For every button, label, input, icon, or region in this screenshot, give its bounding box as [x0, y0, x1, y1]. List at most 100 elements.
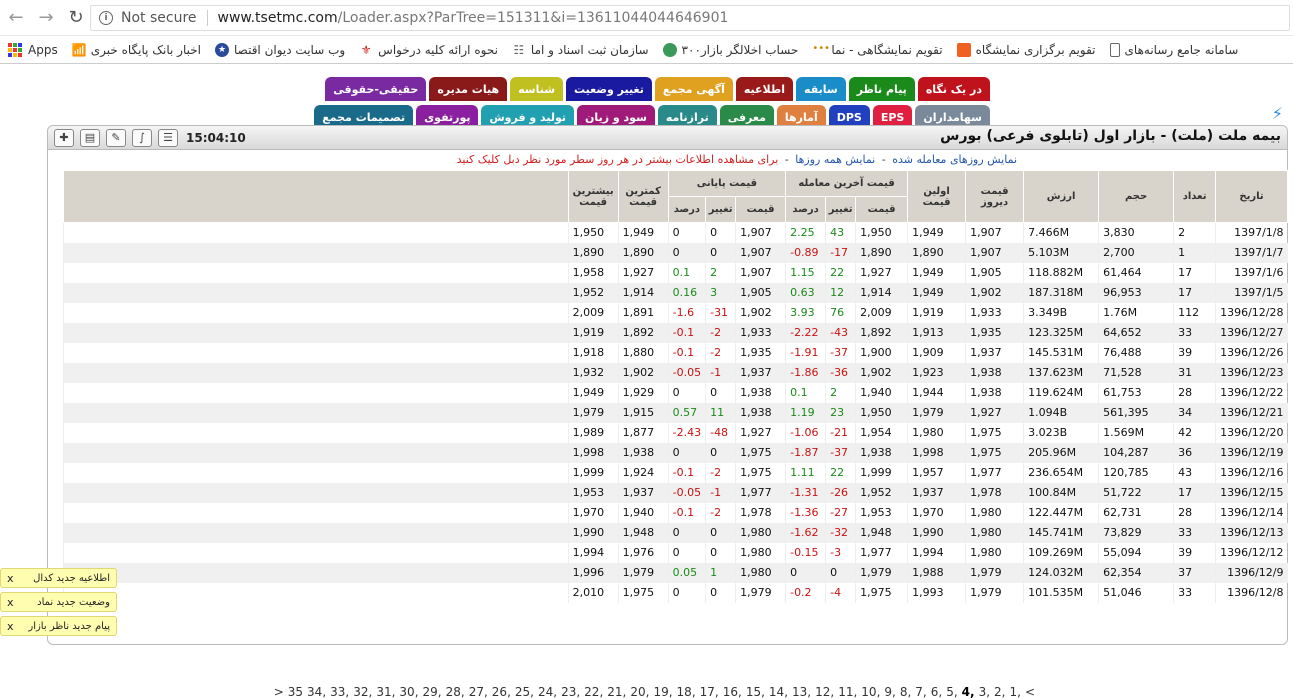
chart-icon[interactable]: ∫ — [132, 128, 152, 147]
pager-page[interactable]: 4, — [961, 685, 975, 699]
close-icon[interactable]: x — [7, 619, 14, 633]
pager-page[interactable]: 28, — [445, 685, 465, 699]
pager-page[interactable]: 26, — [491, 685, 511, 699]
tab-tabs_row1-3[interactable]: اطلاعیه — [735, 77, 794, 101]
apps-icon — [8, 42, 22, 57]
pager-page[interactable]: 16, — [722, 685, 742, 699]
table-row[interactable]: 1396/12/14 28 62,731 122.447M 1,980 1,970 1,95… — [63, 502, 1288, 523]
pager-page[interactable]: 21, — [607, 685, 627, 699]
bookmark-1[interactable]: 📶 اخبار بانک پایگاه خبری — [71, 42, 202, 57]
tab-tabs_row1-0[interactable]: در یک نگاه — [917, 77, 990, 101]
pager-page[interactable]: 12, — [815, 685, 835, 699]
table-row[interactable]: 1396/12/16 43 120,785 236.654M 1,977 1,957 1,9… — [63, 462, 1288, 483]
table-row[interactable]: 1397/1/6 17 61,464 118.882M 1,905 1,949 1,927 2… — [63, 262, 1288, 283]
pager-page[interactable]: 9, — [884, 685, 896, 699]
pager-page[interactable]: 32, — [353, 685, 373, 699]
table-row[interactable]: 1396/12/22 28 61,753 119.624M 1,938 1,944 1,94… — [63, 382, 1288, 403]
table-body: 1397/1/8 2 3,830 7.466M 1,907 1,949 1,950 43 2.2… — [63, 222, 1288, 603]
tab-tabs_row1-1[interactable]: پیام ناظر — [848, 77, 915, 101]
tab-tabs_row1-4[interactable]: آگهی مجمع — [654, 77, 733, 101]
tab-tabs_row1-7[interactable]: هیات مدیره — [429, 77, 508, 101]
pager-page[interactable]: 2, — [994, 685, 1006, 699]
document-icon[interactable]: ▤ — [80, 128, 100, 147]
notification-status[interactable]: x وضعیت جدید نماد — [0, 592, 117, 612]
show-all-days-link[interactable]: نمایش همه روزها — [795, 153, 876, 166]
table-row[interactable]: 1396/12/19 36 104,287 205.96M 1,975 1,998 1,93… — [63, 442, 1288, 463]
table-row[interactable]: 1396/12/12 39 55,094 109.269M 1,980 1,994 1,97… — [63, 542, 1288, 563]
tab-tabs_row1-2[interactable]: سابقه — [796, 77, 846, 101]
col-close-change: تغییر — [705, 196, 737, 223]
close-icon[interactable]: x — [7, 595, 14, 609]
table-icon[interactable]: ☰ — [158, 128, 178, 147]
pager-page[interactable]: 23, — [561, 685, 581, 699]
close-icon[interactable]: x — [7, 571, 14, 585]
table-row[interactable]: 1396/12/8 33 51,046 101.535M 1,979 1,993 1,975… — [63, 582, 1288, 603]
table-row[interactable]: 1396/12/15 17 51,722 100.84M 1,978 1,937 1,952… — [63, 482, 1288, 503]
pager-page[interactable]: 10, — [861, 685, 881, 699]
pager-page[interactable]: 25, — [514, 685, 534, 699]
table-row[interactable]: 1396/12/28 112 1.76M 3.349B 1,933 1,919 2,009 7… — [63, 302, 1288, 323]
table-row[interactable]: 1397/1/5 17 96,953 187.318M 1,902 1,949 1,914 1… — [63, 282, 1288, 303]
pager-page[interactable]: 7, — [915, 685, 927, 699]
back-arrow-icon[interactable]: ← — [8, 7, 24, 28]
pager-page[interactable]: 17, — [699, 685, 719, 699]
pager-page[interactable]: 5, — [946, 685, 958, 699]
tab-tabs_row1-6[interactable]: شناسه — [510, 77, 564, 101]
pager-page[interactable]: 34, — [307, 685, 327, 699]
add-icon[interactable]: ✚ — [54, 128, 74, 147]
bookmark-4[interactable]: ☷ سازمان ثبت اسناد و اما — [513, 42, 649, 57]
bookmark-7[interactable]: تقویم برگزاری نمایشگاه — [956, 42, 1096, 57]
pager-page[interactable]: 33, — [330, 685, 350, 699]
pager-page[interactable]: 14, — [768, 685, 789, 699]
table-row[interactable]: 1396/12/23 31 71,528 137.623M 1,938 1,923 1,90… — [63, 362, 1288, 383]
pager-page[interactable]: 24, — [537, 685, 558, 699]
pager-prev-button[interactable]: < — [1024, 685, 1035, 699]
bookmark-3[interactable]: ⚜ نحوه ارائه کلیه درخواس — [360, 42, 498, 57]
pager-page[interactable]: 22, — [584, 685, 604, 699]
bookmark-5[interactable]: ۳۰۰حساب اخلالگر بازار — [662, 42, 798, 57]
pager-page[interactable]: 29, — [422, 685, 442, 699]
tab-tabs_row1-8[interactable]: حقیقی-حقوقی — [325, 77, 427, 101]
bookmark-apps[interactable]: Apps — [0, 42, 58, 57]
pager-page[interactable]: 15, — [745, 685, 765, 699]
pager-page[interactable]: 20, — [630, 685, 650, 699]
table-cell: 1,976 — [617, 542, 669, 563]
table-row[interactable]: 1396/12/20 42 1.569M 3.023B 1,975 1,980 1,954-… — [63, 422, 1288, 443]
table-cell: 1,979 — [735, 582, 786, 603]
pager-next-button[interactable]: > — [273, 685, 284, 699]
url-field[interactable]: i Not secure www.tsetmc.com/Loader.aspx?… — [90, 5, 1290, 31]
reload-icon[interactable]: ↻ — [68, 7, 84, 28]
table-cell: 1,938 — [965, 362, 1024, 383]
table-row[interactable]: 1396/12/13 33 73,829 145.741M 1,980 1,990 1,94… — [63, 522, 1288, 543]
info-icon[interactable]: i — [99, 11, 113, 25]
table-row[interactable]: 1396/12/26 39 76,488 145.531M 1,937 1,909 1,90… — [63, 342, 1288, 363]
pager-page[interactable]: 8, — [899, 685, 912, 699]
table-row[interactable]: 1396/12/9 37 62,354 124.032M 1,979 1,988 1,979… — [63, 562, 1288, 583]
notification-codal[interactable]: x اطلاعیه جدید کدال — [0, 568, 117, 588]
table-row[interactable]: 1397/1/7 1 2,700 5.103M 1,907 1,890 1,890 -17 -0… — [63, 242, 1288, 263]
pager-page[interactable]: 30, — [399, 685, 419, 699]
pager-page[interactable]: 27, — [468, 685, 488, 699]
pager-page[interactable]: 11, — [838, 685, 858, 699]
pager-page[interactable]: 31, — [376, 685, 396, 699]
pager-page[interactable]: 13, — [792, 685, 812, 699]
pager-page[interactable]: 19, — [653, 685, 673, 699]
table-row[interactable]: 1396/12/21 34 561,395 1.094B 1,927 1,979 1,950… — [63, 402, 1288, 423]
table-cell: -2 — [705, 322, 736, 343]
edit-icon[interactable]: ✎ — [106, 128, 126, 147]
bookmark-8[interactable]: سامانه جامع رسانه‌های — [1109, 42, 1238, 57]
table-row[interactable]: 1397/1/8 2 3,830 7.466M 1,907 1,949 1,950 43 2.2… — [63, 222, 1288, 243]
pager-page[interactable]: 18, — [676, 685, 696, 699]
tab-tabs_row1-5[interactable]: تغییر وضعیت — [566, 77, 652, 101]
pager-page[interactable]: 35 — [287, 685, 304, 699]
forward-arrow-icon[interactable]: → — [38, 7, 54, 28]
pager-page[interactable]: 3, — [978, 685, 991, 699]
show-traded-days-link[interactable]: نمایش روزهای معامله شده — [892, 153, 1017, 166]
notification-supervisor[interactable]: x پیام جدید ناظر بازار — [0, 616, 117, 636]
table-row[interactable]: 1396/12/27 33 64,652 123.325M 1,935 1,913 1,89… — [63, 322, 1288, 343]
pager-page[interactable]: 6, — [930, 685, 943, 699]
pager-page[interactable]: 1, — [1009, 685, 1021, 699]
bookmark-2[interactable]: ★ وب سایت دیوان اقتصا — [215, 42, 345, 57]
bookmark-6[interactable]: ••• تقویم نمایشگاهی - نما — [812, 42, 943, 57]
table-cell: 1.094B — [1023, 402, 1099, 423]
